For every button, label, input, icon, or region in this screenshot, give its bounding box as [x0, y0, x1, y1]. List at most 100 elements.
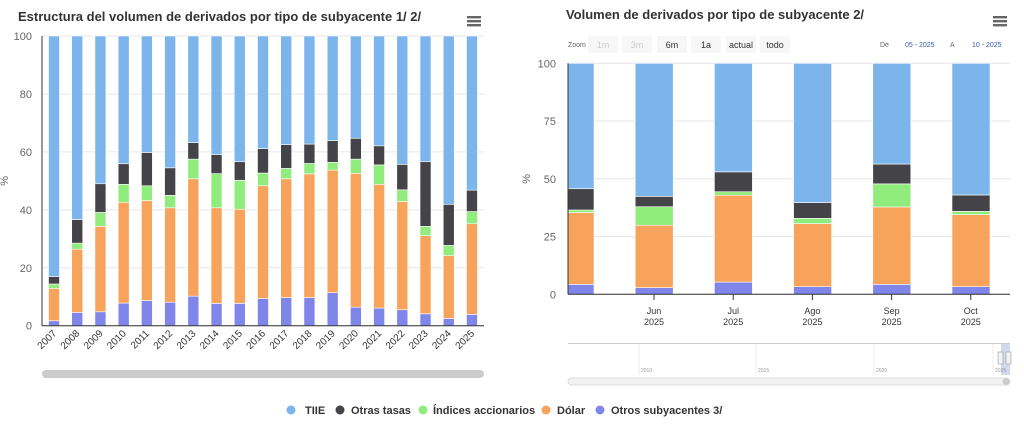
bar-segment[interactable] [117, 35, 130, 165]
bar-segment[interactable] [793, 202, 832, 219]
bar-segment[interactable] [396, 189, 409, 202]
bar-segment[interactable] [94, 226, 107, 313]
bar-segment[interactable] [141, 152, 153, 187]
bar-segment[interactable] [164, 167, 176, 196]
bar-segment[interactable] [872, 163, 912, 185]
bar-segment[interactable] [233, 208, 246, 304]
bar-segment[interactable] [257, 298, 269, 327]
bar-segment[interactable] [419, 226, 432, 236]
horizontal-scrollbar[interactable] [42, 370, 484, 378]
bar-segment[interactable] [951, 214, 991, 287]
bar-segment[interactable] [233, 179, 246, 210]
bar-segment[interactable] [164, 207, 176, 303]
legend-item[interactable]: Otras tasas [335, 405, 411, 417]
bar-segment[interactable] [303, 35, 316, 145]
bar-segment[interactable] [48, 320, 60, 326]
bar-segment[interactable] [48, 283, 60, 289]
bar-segment[interactable] [872, 284, 912, 295]
bar-segment[interactable] [350, 137, 362, 160]
legend-item[interactable]: Otros subyacentes 3/ [595, 405, 723, 417]
bar-segment[interactable] [951, 211, 991, 215]
bar-segment[interactable] [350, 158, 362, 174]
bar-segment[interactable] [326, 292, 339, 326]
bar-segment[interactable] [350, 173, 362, 308]
bar-segment[interactable] [872, 206, 912, 285]
bar-segment[interactable] [257, 148, 269, 174]
bar-segment[interactable] [141, 200, 153, 301]
bar-segment[interactable] [326, 162, 339, 171]
bar-segment[interactable] [466, 314, 478, 327]
bar-segment[interactable] [71, 312, 84, 327]
scrollbar-thumb[interactable] [1002, 378, 1010, 385]
bar-segment[interactable] [466, 189, 478, 212]
bar-segment[interactable] [303, 163, 316, 175]
bar-segment[interactable] [233, 35, 246, 163]
bar-segment[interactable] [714, 62, 753, 173]
bar-segment[interactable] [442, 204, 455, 246]
chart-menu-button[interactable] [993, 16, 1007, 27]
bar-segment[interactable] [373, 307, 385, 326]
bar-segment[interactable] [872, 62, 912, 165]
bar-segment[interactable] [951, 286, 991, 295]
legend-item[interactable]: Índices accionarios [418, 404, 536, 417]
bar-segment[interactable] [303, 143, 316, 164]
navigator-scrollbar[interactable] [567, 377, 1011, 386]
bar-segment[interactable] [793, 218, 832, 224]
legend-item[interactable]: TIIE [286, 405, 326, 417]
bar-segment[interactable] [373, 164, 385, 185]
bar-segment[interactable] [257, 35, 269, 149]
bar-segment[interactable] [442, 35, 455, 205]
bar-segment[interactable] [94, 311, 107, 327]
bar-segment[interactable] [164, 195, 176, 209]
bar-segment[interactable] [117, 302, 130, 326]
bar-segment[interactable] [257, 185, 269, 299]
bar-segment[interactable] [71, 35, 84, 220]
bar-segment[interactable] [210, 154, 223, 174]
bar-segment[interactable] [466, 223, 478, 315]
bar-segment[interactable] [373, 35, 385, 147]
bar-segment[interactable] [396, 164, 409, 191]
bar-segment[interactable] [951, 194, 991, 212]
bar-segment[interactable] [793, 286, 832, 295]
bar-segment[interactable] [210, 303, 223, 326]
navigator-handle[interactable] [1005, 351, 1012, 365]
bar-segment[interactable] [466, 35, 478, 191]
bar-segment[interactable] [187, 142, 200, 160]
bar-segment[interactable] [187, 295, 200, 327]
bar-segment[interactable] [350, 306, 362, 327]
bar-segment[interactable] [280, 178, 293, 298]
bar-segment[interactable] [280, 297, 293, 326]
bar-segment[interactable] [419, 35, 432, 163]
bar-segment[interactable] [164, 35, 176, 169]
bar-segment[interactable] [350, 35, 362, 139]
bar-segment[interactable] [872, 183, 912, 208]
bar-segment[interactable] [634, 206, 674, 226]
bar-segment[interactable] [94, 212, 107, 227]
bar-segment[interactable] [117, 201, 130, 304]
bar-segment[interactable] [793, 223, 832, 287]
bar-segment[interactable] [373, 184, 385, 309]
bar-segment[interactable] [94, 35, 107, 185]
bar-segment[interactable] [303, 297, 316, 326]
bar-segment[interactable] [48, 288, 60, 322]
bar-segment[interactable] [714, 194, 753, 283]
range-button-6m[interactable]: 6m [657, 36, 687, 53]
bar-segment[interactable] [396, 201, 409, 311]
bar-segment[interactable] [326, 140, 339, 163]
bar-segment[interactable] [280, 35, 293, 145]
bar-segment[interactable] [280, 144, 293, 169]
bar-segment[interactable] [396, 309, 409, 327]
bar-segment[interactable] [187, 158, 200, 180]
bar-segment[interactable] [466, 211, 478, 225]
from-date-input[interactable]: 05 - 2025 [905, 42, 935, 49]
legend-item[interactable]: Dólar [541, 405, 586, 417]
bar-segment[interactable] [556, 284, 595, 295]
bar-segment[interactable] [210, 35, 223, 155]
bar-segment[interactable] [419, 235, 432, 315]
bar-segment[interactable] [556, 212, 595, 285]
chart-menu-button[interactable] [467, 16, 481, 27]
bar-segment[interactable] [94, 183, 107, 213]
bar-segment[interactable] [793, 62, 832, 203]
bar-segment[interactable] [48, 276, 60, 285]
bar-segment[interactable] [634, 196, 674, 208]
